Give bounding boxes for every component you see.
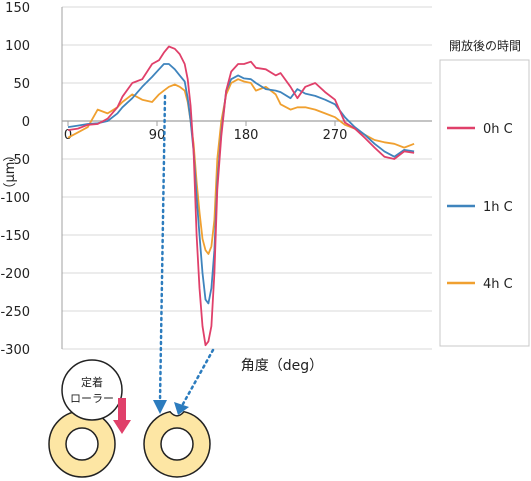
x-tick-label: 90: [149, 128, 166, 143]
x-tick-labels: 0 90 180 270: [64, 121, 348, 143]
legend-label: 1h C: [483, 200, 513, 215]
dotted-arrow-head-peak: [153, 400, 167, 414]
y-tick-label: -300: [0, 343, 30, 358]
legend-box: [439, 59, 530, 347]
roller-diagram: 定着 ローラー: [48, 94, 215, 478]
y-tick-label: 0: [22, 115, 30, 130]
x-axis: [61, 7, 432, 349]
y-tick-label: -150: [0, 229, 30, 244]
x-tick-label: 180: [234, 128, 259, 143]
y-tick-label: 150: [5, 1, 30, 16]
press-arrow: [113, 398, 131, 434]
dotted-arrow-head-dent: [174, 402, 189, 415]
x-axis-label: 角度（deg）: [241, 358, 323, 374]
x-tick-label: 0: [64, 128, 72, 143]
y-tick-label: -100: [0, 191, 30, 206]
legend: 0h C 1h C 4h C: [447, 122, 513, 292]
y-tick-label: -50: [9, 153, 30, 168]
fixing-roller: [61, 359, 123, 421]
y-tick-label: -200: [0, 267, 30, 282]
y-axis-label: （μm）: [3, 149, 18, 196]
legend-title: 開放後の時間: [449, 38, 521, 53]
y-tick-label: -250: [0, 305, 30, 320]
series-line: [67, 45, 415, 347]
fixing-roller-label-line2: ローラー: [70, 392, 114, 405]
roller-ring-left-hole: [65, 427, 99, 461]
gridlines: [62, 6, 432, 350]
x-tick-label: 270: [323, 128, 348, 143]
deformed-ring-hole: [160, 427, 194, 461]
series-line: [67, 78, 415, 255]
y-tick-label: 100: [5, 39, 30, 54]
legend-label: 0h C: [483, 122, 513, 137]
y-tick-label: 50: [13, 77, 30, 92]
dotted-arrow-to-dent: [181, 348, 215, 406]
fixing-roller-label-line1: 定着: [81, 375, 103, 389]
series-lines: [67, 45, 415, 347]
legend-label: 4h C: [483, 277, 513, 292]
dotted-arrow-to-peak: [158, 94, 167, 404]
y-tick-labels: 150 100 50 0 -50 -100 -150 -200 -250 -300: [0, 1, 30, 358]
